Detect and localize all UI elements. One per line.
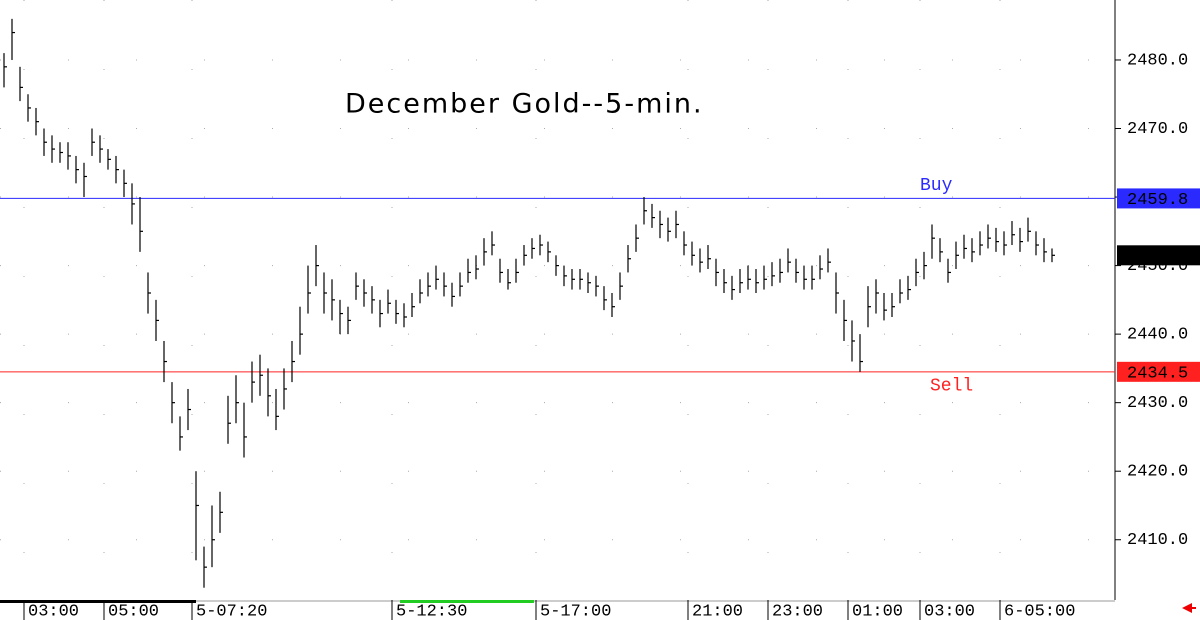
x-tick-label: 5-12:30 bbox=[396, 602, 467, 620]
x-tick-label: 05:00 bbox=[108, 602, 159, 620]
level-label: Sell bbox=[930, 377, 973, 397]
y-tick-label: 2470.0 bbox=[1127, 120, 1188, 139]
price-tag bbox=[1117, 361, 1200, 382]
session-bar bbox=[400, 600, 534, 603]
x-tick-label: 23:00 bbox=[772, 602, 823, 620]
x-axis-strip bbox=[0, 600, 1115, 602]
x-tick-label: 5-17:00 bbox=[540, 602, 611, 620]
session-bar bbox=[0, 600, 196, 603]
x-tick-label: 03:00 bbox=[28, 602, 79, 620]
last-price-tag bbox=[1117, 245, 1200, 266]
x-tick-label: 03:00 bbox=[924, 602, 975, 620]
scroll-arrow[interactable] bbox=[1188, 607, 1196, 609]
price-tag-label: 2434.5 bbox=[1127, 364, 1188, 383]
price-tag bbox=[1117, 188, 1200, 209]
x-tick-label: 01:00 bbox=[852, 602, 903, 620]
x-tick-label: 6-05:00 bbox=[1004, 602, 1075, 620]
y-tick-label: 2440.0 bbox=[1127, 326, 1188, 345]
scroll-arrow[interactable] bbox=[1182, 603, 1192, 613]
price-tag-label: 2459.8 bbox=[1127, 191, 1188, 210]
y-tick-label: 2480.0 bbox=[1127, 51, 1188, 70]
last-price-label: 2451.5 bbox=[1127, 248, 1188, 267]
level-label: Buy bbox=[920, 176, 953, 196]
x-tick-label: 21:00 bbox=[692, 602, 743, 620]
x-tick-label: 5-07:20 bbox=[196, 602, 267, 620]
y-tick-label: 2430.0 bbox=[1127, 394, 1188, 413]
y-tick-label: 2420.0 bbox=[1127, 463, 1188, 482]
chart-title: December Gold--5-min. bbox=[345, 89, 704, 120]
y-tick-label: 2410.0 bbox=[1127, 531, 1188, 550]
